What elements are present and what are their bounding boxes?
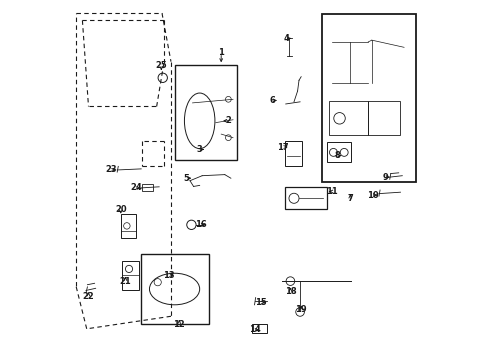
Bar bbox=[174, 65, 237, 160]
Text: 21: 21 bbox=[120, 276, 131, 285]
Text: 13: 13 bbox=[163, 270, 175, 279]
Bar bbox=[142, 184, 153, 192]
Bar bbox=[121, 214, 136, 238]
Bar bbox=[140, 254, 208, 324]
Text: 15: 15 bbox=[254, 298, 266, 307]
Text: 24: 24 bbox=[130, 183, 142, 192]
Bar bbox=[321, 14, 415, 182]
Text: 25: 25 bbox=[155, 62, 167, 71]
Text: 7: 7 bbox=[346, 194, 352, 203]
Bar bbox=[252, 324, 267, 333]
Text: 19: 19 bbox=[295, 305, 306, 314]
Text: 9: 9 bbox=[382, 173, 387, 182]
Text: 10: 10 bbox=[366, 190, 378, 199]
Text: 12: 12 bbox=[173, 320, 185, 329]
Bar bbox=[284, 140, 301, 166]
Text: 8: 8 bbox=[333, 151, 339, 160]
Bar bbox=[122, 261, 139, 291]
Text: 23: 23 bbox=[105, 166, 117, 175]
Text: 4: 4 bbox=[284, 34, 289, 43]
Text: 3: 3 bbox=[196, 145, 202, 154]
Text: 22: 22 bbox=[82, 292, 94, 301]
Text: 14: 14 bbox=[248, 325, 260, 334]
Text: 20: 20 bbox=[115, 205, 126, 214]
Bar bbox=[326, 142, 351, 162]
Text: 11: 11 bbox=[326, 187, 338, 196]
Text: 17: 17 bbox=[277, 143, 288, 152]
Text: 5: 5 bbox=[183, 174, 189, 183]
Text: 2: 2 bbox=[225, 116, 231, 125]
Bar bbox=[284, 187, 326, 210]
Bar bbox=[367, 101, 400, 135]
Text: 1: 1 bbox=[218, 48, 224, 57]
Bar bbox=[328, 101, 367, 135]
Text: 18: 18 bbox=[284, 287, 296, 296]
Text: 16: 16 bbox=[195, 220, 206, 229]
Text: 6: 6 bbox=[269, 96, 275, 105]
